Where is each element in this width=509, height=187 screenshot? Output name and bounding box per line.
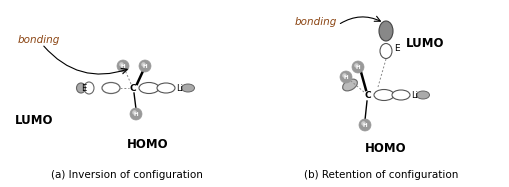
- Circle shape: [342, 73, 347, 78]
- Text: LUMO: LUMO: [15, 114, 53, 126]
- Ellipse shape: [102, 82, 120, 94]
- Text: C: C: [130, 84, 136, 93]
- Ellipse shape: [343, 79, 357, 91]
- Text: (b) Retention of configuration: (b) Retention of configuration: [304, 170, 458, 180]
- Text: bonding: bonding: [18, 35, 61, 45]
- Text: (a) Inversion of configuration: (a) Inversion of configuration: [51, 170, 203, 180]
- Ellipse shape: [182, 84, 194, 92]
- Circle shape: [130, 108, 142, 120]
- Circle shape: [132, 110, 137, 115]
- Circle shape: [354, 63, 359, 68]
- Circle shape: [359, 119, 371, 131]
- Ellipse shape: [374, 90, 394, 100]
- Circle shape: [117, 60, 129, 72]
- Ellipse shape: [84, 82, 94, 94]
- Text: H: H: [356, 65, 360, 70]
- Ellipse shape: [139, 82, 159, 94]
- Text: H: H: [344, 75, 348, 80]
- Circle shape: [361, 121, 366, 126]
- Text: C: C: [364, 91, 371, 99]
- Ellipse shape: [392, 90, 410, 100]
- Circle shape: [340, 71, 352, 83]
- Text: bonding: bonding: [295, 17, 337, 27]
- Text: E: E: [394, 44, 400, 53]
- Text: Li: Li: [411, 91, 418, 100]
- Ellipse shape: [157, 83, 175, 93]
- Ellipse shape: [380, 44, 392, 59]
- Text: HOMO: HOMO: [365, 142, 407, 154]
- Text: HOMO: HOMO: [127, 139, 169, 151]
- Text: H: H: [121, 64, 125, 69]
- Text: Li: Li: [177, 84, 184, 93]
- Text: H: H: [363, 123, 367, 128]
- Text: H: H: [143, 64, 147, 69]
- Text: E: E: [81, 84, 87, 93]
- Circle shape: [352, 61, 364, 73]
- Ellipse shape: [379, 21, 393, 41]
- Text: LUMO: LUMO: [406, 36, 444, 50]
- Circle shape: [139, 60, 151, 72]
- Ellipse shape: [76, 83, 86, 93]
- Ellipse shape: [416, 91, 430, 99]
- Text: H: H: [134, 112, 138, 117]
- Circle shape: [141, 62, 146, 67]
- Circle shape: [119, 62, 124, 67]
